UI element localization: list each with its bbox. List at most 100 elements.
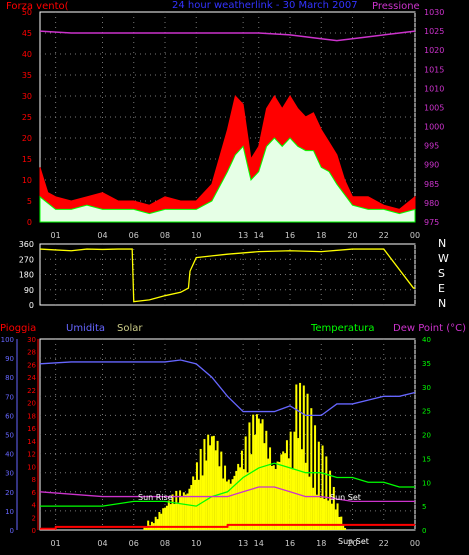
solar-bar [293, 431, 296, 530]
solar-bar [199, 448, 202, 530]
climate-panel-x-tick: 00 [410, 539, 420, 548]
pressure-y-tick: 1000 [424, 123, 444, 132]
pressure-y-tick: 975 [424, 218, 439, 227]
solar-bar [205, 460, 208, 530]
solar-bar [291, 469, 294, 530]
temp-y-tick: 30 [422, 384, 431, 392]
solar-bar [297, 438, 300, 530]
solar-bar [327, 500, 330, 530]
wind-direction-line [39, 248, 415, 303]
wind-y-tick: 0 [27, 218, 32, 227]
compass-label: N [438, 237, 446, 250]
chart-title: 24 hour weatherlink - 30 March 2007 [172, 0, 358, 11]
humidity-y-tick: 60 [5, 412, 14, 420]
wind-panel-x-tick: 00 [410, 231, 420, 240]
wind-y-tick: 20 [22, 134, 32, 143]
solar-bar [242, 469, 245, 530]
compass-label: S [438, 267, 445, 280]
solar-bar [255, 414, 258, 530]
solar-bar [207, 434, 210, 530]
pressure-axis-label: Pressione [372, 1, 420, 12]
rain-y-tick: 14 [27, 438, 36, 446]
wind-y-tick: 40 [22, 50, 32, 59]
solar-bar [175, 490, 178, 530]
wind-panel-x-tick: 13 [238, 231, 248, 240]
climate-panel-x-tick: 22 [379, 539, 389, 548]
temp-y-tick: 25 [422, 408, 431, 416]
pressure-y-tick: 1005 [424, 103, 444, 112]
humidity-y-tick: 40 [5, 451, 14, 459]
solar-bar [180, 496, 183, 530]
solar-bar [179, 490, 182, 530]
solar-bar [276, 461, 279, 530]
wind-panel-x-tick: 16 [285, 231, 295, 240]
solar-bar [154, 516, 157, 530]
compass-label: N [438, 297, 446, 310]
sun-set-bottom-label: Sun Set [338, 537, 369, 546]
solar-bar [315, 494, 318, 530]
solar-bar [265, 430, 268, 530]
solar-bar [192, 476, 195, 530]
compass-label: E [438, 282, 445, 295]
solar-bar [289, 431, 292, 530]
solar-bar [188, 488, 191, 530]
temp-y-tick: 20 [422, 432, 431, 440]
solar-bar [184, 494, 187, 530]
wind-panel-x-tick: 06 [129, 231, 139, 240]
solar-bar [246, 472, 249, 530]
humidity-y-tick: 30 [5, 470, 14, 478]
wind-panel-x-tick: 18 [316, 231, 326, 240]
climate-panel-x-tick: 14 [254, 539, 264, 548]
sun-set-label: Sun Set [330, 493, 361, 502]
solar-bar [329, 470, 332, 530]
climate-panel-x-tick: 20 [347, 539, 357, 548]
solar-bar [167, 500, 170, 530]
temperature-line [40, 462, 415, 507]
rain-y-tick: 10 [27, 463, 36, 471]
solar-bar [342, 524, 345, 530]
solar-bar [177, 502, 180, 530]
solar-bar [267, 458, 270, 530]
solar-bar [319, 497, 322, 530]
climate-panel-x-tick: 04 [97, 539, 107, 548]
solar-bar [147, 520, 150, 530]
solar-bar [344, 527, 347, 530]
solar-bar [323, 498, 326, 530]
solar-bar [218, 466, 221, 530]
solar-bar [295, 384, 298, 530]
rain-y-tick: 18 [27, 412, 36, 420]
solar-bar [254, 434, 257, 530]
humidity-y-tick: 10 [5, 508, 14, 516]
solar-bar [261, 419, 264, 530]
solar-bar [186, 493, 189, 530]
solar-bar [244, 436, 247, 530]
wind-average-area [39, 137, 416, 223]
solar-bar [237, 463, 240, 530]
wind-panel-x-tick: 22 [379, 231, 389, 240]
direction-y-tick: 180 [19, 271, 34, 280]
temp-y-tick: 0 [422, 527, 426, 535]
solar-bar [222, 478, 225, 530]
pressure-y-tick: 1015 [424, 65, 444, 74]
direction-panel-frame [39, 243, 416, 306]
solar-bar [302, 385, 305, 530]
solar-bar [299, 382, 302, 530]
solar-bar [162, 508, 165, 530]
solar-bar [259, 423, 262, 530]
rain-y-tick: 8 [32, 476, 36, 484]
pressure-y-tick: 1025 [424, 27, 444, 36]
legend-entry: Solar [117, 323, 143, 334]
legend-entry: Temperatura [310, 323, 375, 334]
pressure-y-tick: 990 [424, 161, 439, 170]
rain-y-tick: 24 [27, 374, 36, 382]
solar-bar [278, 462, 281, 530]
solar-bar [282, 451, 285, 530]
legend-entry: Dew Point (°C) [393, 323, 466, 334]
solar-bar [287, 458, 290, 530]
solar-bar [300, 449, 303, 530]
temp-y-tick: 40 [422, 336, 431, 344]
humidity-y-tick: 20 [5, 489, 14, 497]
temp-y-tick: 10 [422, 479, 431, 487]
wind-y-tick: 45 [22, 29, 32, 38]
solar-bar [248, 422, 251, 530]
